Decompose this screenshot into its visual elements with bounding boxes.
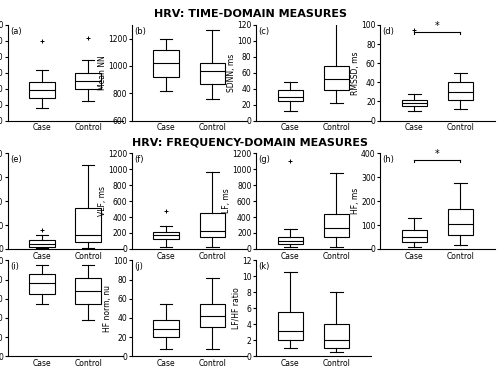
Y-axis label: HF norm, nu: HF norm, nu: [102, 285, 112, 332]
PathPatch shape: [278, 312, 303, 340]
PathPatch shape: [278, 90, 303, 101]
Text: (f): (f): [134, 155, 143, 164]
PathPatch shape: [200, 213, 225, 237]
PathPatch shape: [30, 274, 54, 294]
PathPatch shape: [30, 240, 54, 247]
Y-axis label: HF, ms: HF, ms: [350, 188, 360, 214]
Y-axis label: VLF, ms: VLF, ms: [98, 186, 106, 216]
Text: (e): (e): [10, 155, 22, 164]
Y-axis label: RMSSD, ms: RMSSD, ms: [351, 51, 360, 95]
PathPatch shape: [402, 100, 427, 106]
Text: *: *: [435, 149, 440, 159]
PathPatch shape: [76, 278, 101, 304]
Y-axis label: LF/HF ratio: LF/HF ratio: [232, 287, 240, 329]
Text: (b): (b): [134, 27, 146, 36]
PathPatch shape: [448, 210, 473, 234]
PathPatch shape: [324, 324, 349, 348]
Text: (d): (d): [382, 27, 394, 36]
Y-axis label: SDNN, ms: SDNN, ms: [226, 54, 235, 92]
PathPatch shape: [154, 232, 179, 239]
PathPatch shape: [324, 66, 349, 90]
PathPatch shape: [76, 208, 101, 242]
Y-axis label: Mean NN: Mean NN: [98, 56, 106, 90]
PathPatch shape: [448, 82, 473, 100]
Text: (a): (a): [10, 27, 22, 36]
PathPatch shape: [154, 320, 179, 337]
Text: *: *: [435, 21, 440, 31]
PathPatch shape: [76, 73, 101, 89]
Text: (j): (j): [134, 262, 143, 271]
Text: (h): (h): [382, 155, 394, 164]
Text: (i): (i): [10, 262, 18, 271]
PathPatch shape: [154, 49, 179, 77]
Text: (c): (c): [258, 27, 269, 36]
PathPatch shape: [200, 63, 225, 84]
Y-axis label: LF, ms: LF, ms: [222, 189, 231, 213]
Text: HRV: FREQUENCY-DOMAIN MEASURES: HRV: FREQUENCY-DOMAIN MEASURES: [132, 137, 368, 148]
Text: (k): (k): [258, 262, 270, 271]
PathPatch shape: [200, 304, 225, 327]
PathPatch shape: [30, 82, 54, 98]
Text: (g): (g): [258, 155, 270, 164]
PathPatch shape: [278, 237, 303, 244]
PathPatch shape: [402, 230, 427, 242]
PathPatch shape: [324, 214, 349, 237]
Text: HRV: TIME-DOMAIN MEASURES: HRV: TIME-DOMAIN MEASURES: [154, 9, 346, 20]
